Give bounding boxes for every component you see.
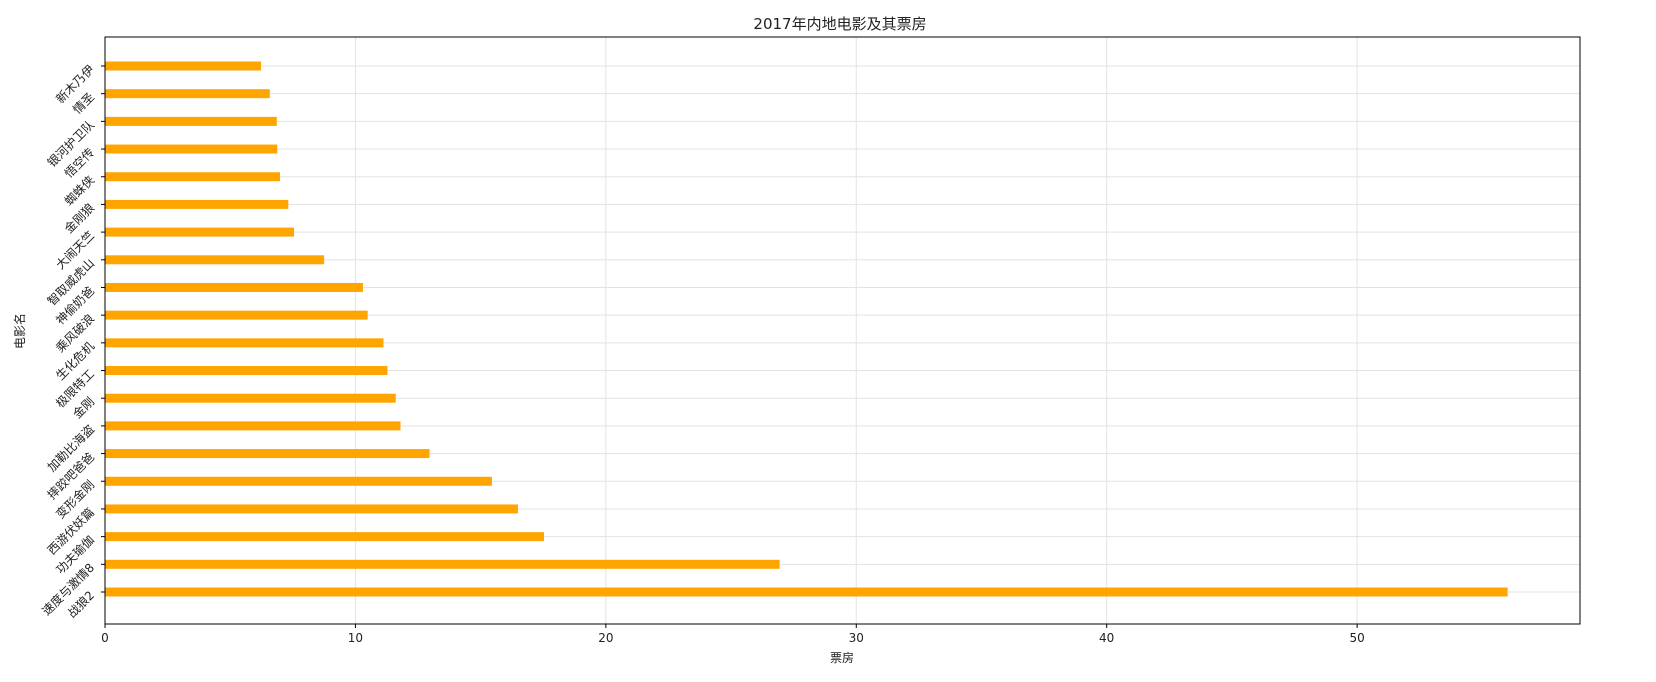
bar — [105, 310, 368, 320]
bar — [105, 532, 544, 542]
y-axis: 战狼2速度与激情8功夫瑜伽西游伏妖篇变形金刚摔跤吧爸爸加勒比海盗金刚极限特工生化… — [39, 62, 105, 620]
bar — [105, 559, 780, 569]
x-tick-label: 40 — [1099, 631, 1114, 645]
bar — [105, 476, 492, 486]
x-axis: 0 10 20 30 40 50 — [101, 624, 1365, 645]
plot-frame — [104, 36, 1581, 625]
bar — [105, 366, 388, 376]
bar — [105, 255, 325, 265]
bar — [105, 587, 1508, 597]
bar — [105, 199, 289, 209]
bar — [105, 449, 430, 459]
y-axis-label: 电影名 — [12, 313, 27, 349]
bar — [105, 172, 281, 182]
bar — [105, 144, 278, 154]
bar — [105, 116, 277, 126]
y-tick-label: 金刚狼 — [61, 200, 97, 236]
x-axis-label: 票房 — [830, 650, 854, 665]
chart-title: 2017年内地电影及其票房 — [753, 15, 926, 33]
bar — [105, 393, 396, 403]
bars — [105, 61, 1508, 597]
bar — [105, 504, 518, 514]
bar — [105, 227, 295, 237]
bar — [105, 421, 401, 431]
x-tick-label: 50 — [1349, 631, 1364, 645]
x-tick-label: 10 — [348, 631, 363, 645]
bar — [105, 282, 363, 292]
bar — [105, 89, 270, 99]
x-tick-label: 20 — [598, 631, 613, 645]
x-tick-label: 30 — [849, 631, 864, 645]
bar — [105, 61, 262, 71]
y-tick-label: 蜘蛛侠 — [61, 172, 97, 208]
bar — [105, 338, 384, 348]
x-tick-label: 0 — [101, 631, 109, 645]
